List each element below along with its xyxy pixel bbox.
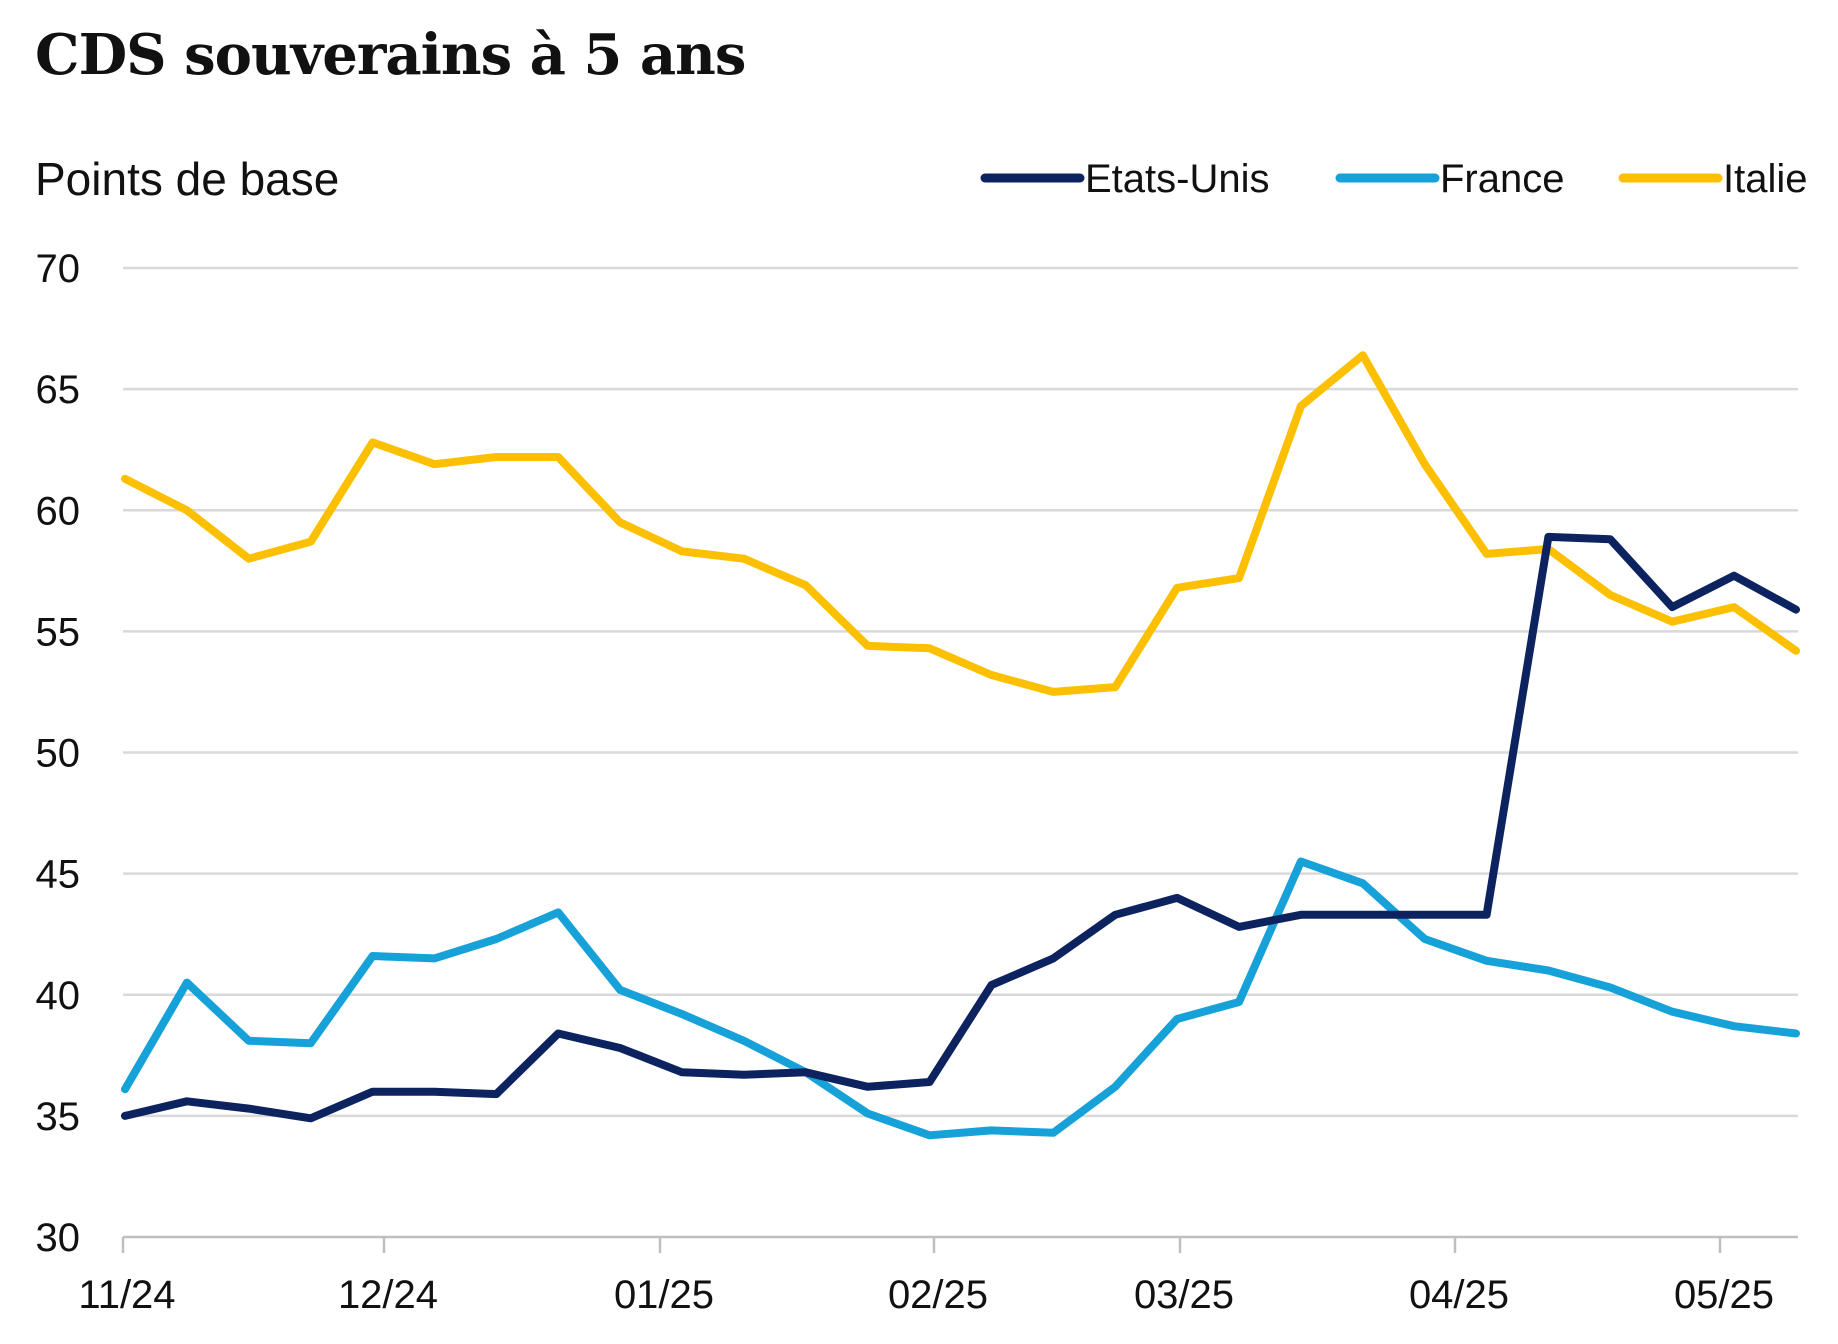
chart-title: CDS souverains à 5 ans xyxy=(35,22,746,88)
series-lines xyxy=(121,351,1800,1140)
y-tick-label: 35 xyxy=(36,1095,81,1139)
y-tick-label: 65 xyxy=(36,368,81,412)
legend: Etats-Unis France Italie xyxy=(980,157,1808,201)
series-line-etats-unis xyxy=(121,532,1800,1123)
y-tick-label: 45 xyxy=(36,853,81,897)
legend-label-etats-unis: Etats-Unis xyxy=(1085,157,1270,201)
x-tick-label: 02/25 xyxy=(888,1273,988,1317)
y-axis-ticks: 30 35 40 45 50 55 60 65 70 xyxy=(36,247,81,1260)
x-tick-label: 12/24 xyxy=(338,1273,438,1317)
x-tick-label: 01/25 xyxy=(614,1273,714,1317)
y-tick-label: 60 xyxy=(36,489,81,533)
gridlines xyxy=(123,266,1798,1118)
legend-label-france: France xyxy=(1440,157,1565,201)
x-axis: 11/24 12/24 01/25 02/25 03/25 04/25 05/25 xyxy=(78,1235,1798,1317)
y-tick-label: 50 xyxy=(36,732,81,776)
y-axis-label: Points de base xyxy=(35,153,340,205)
y-tick-label: 70 xyxy=(36,247,81,291)
x-tick-label: 04/25 xyxy=(1409,1273,1509,1317)
x-tick-label: 03/25 xyxy=(1134,1273,1234,1317)
y-tick-label: 55 xyxy=(36,610,81,654)
x-tick-label: 11/24 xyxy=(78,1273,175,1317)
legend-label-italie: Italie xyxy=(1723,157,1808,201)
series-line-france xyxy=(121,857,1800,1140)
series-line-italie xyxy=(121,351,1800,696)
y-tick-label: 30 xyxy=(36,1216,81,1260)
x-tick-label: 05/25 xyxy=(1674,1273,1774,1317)
y-tick-label: 40 xyxy=(36,974,81,1018)
